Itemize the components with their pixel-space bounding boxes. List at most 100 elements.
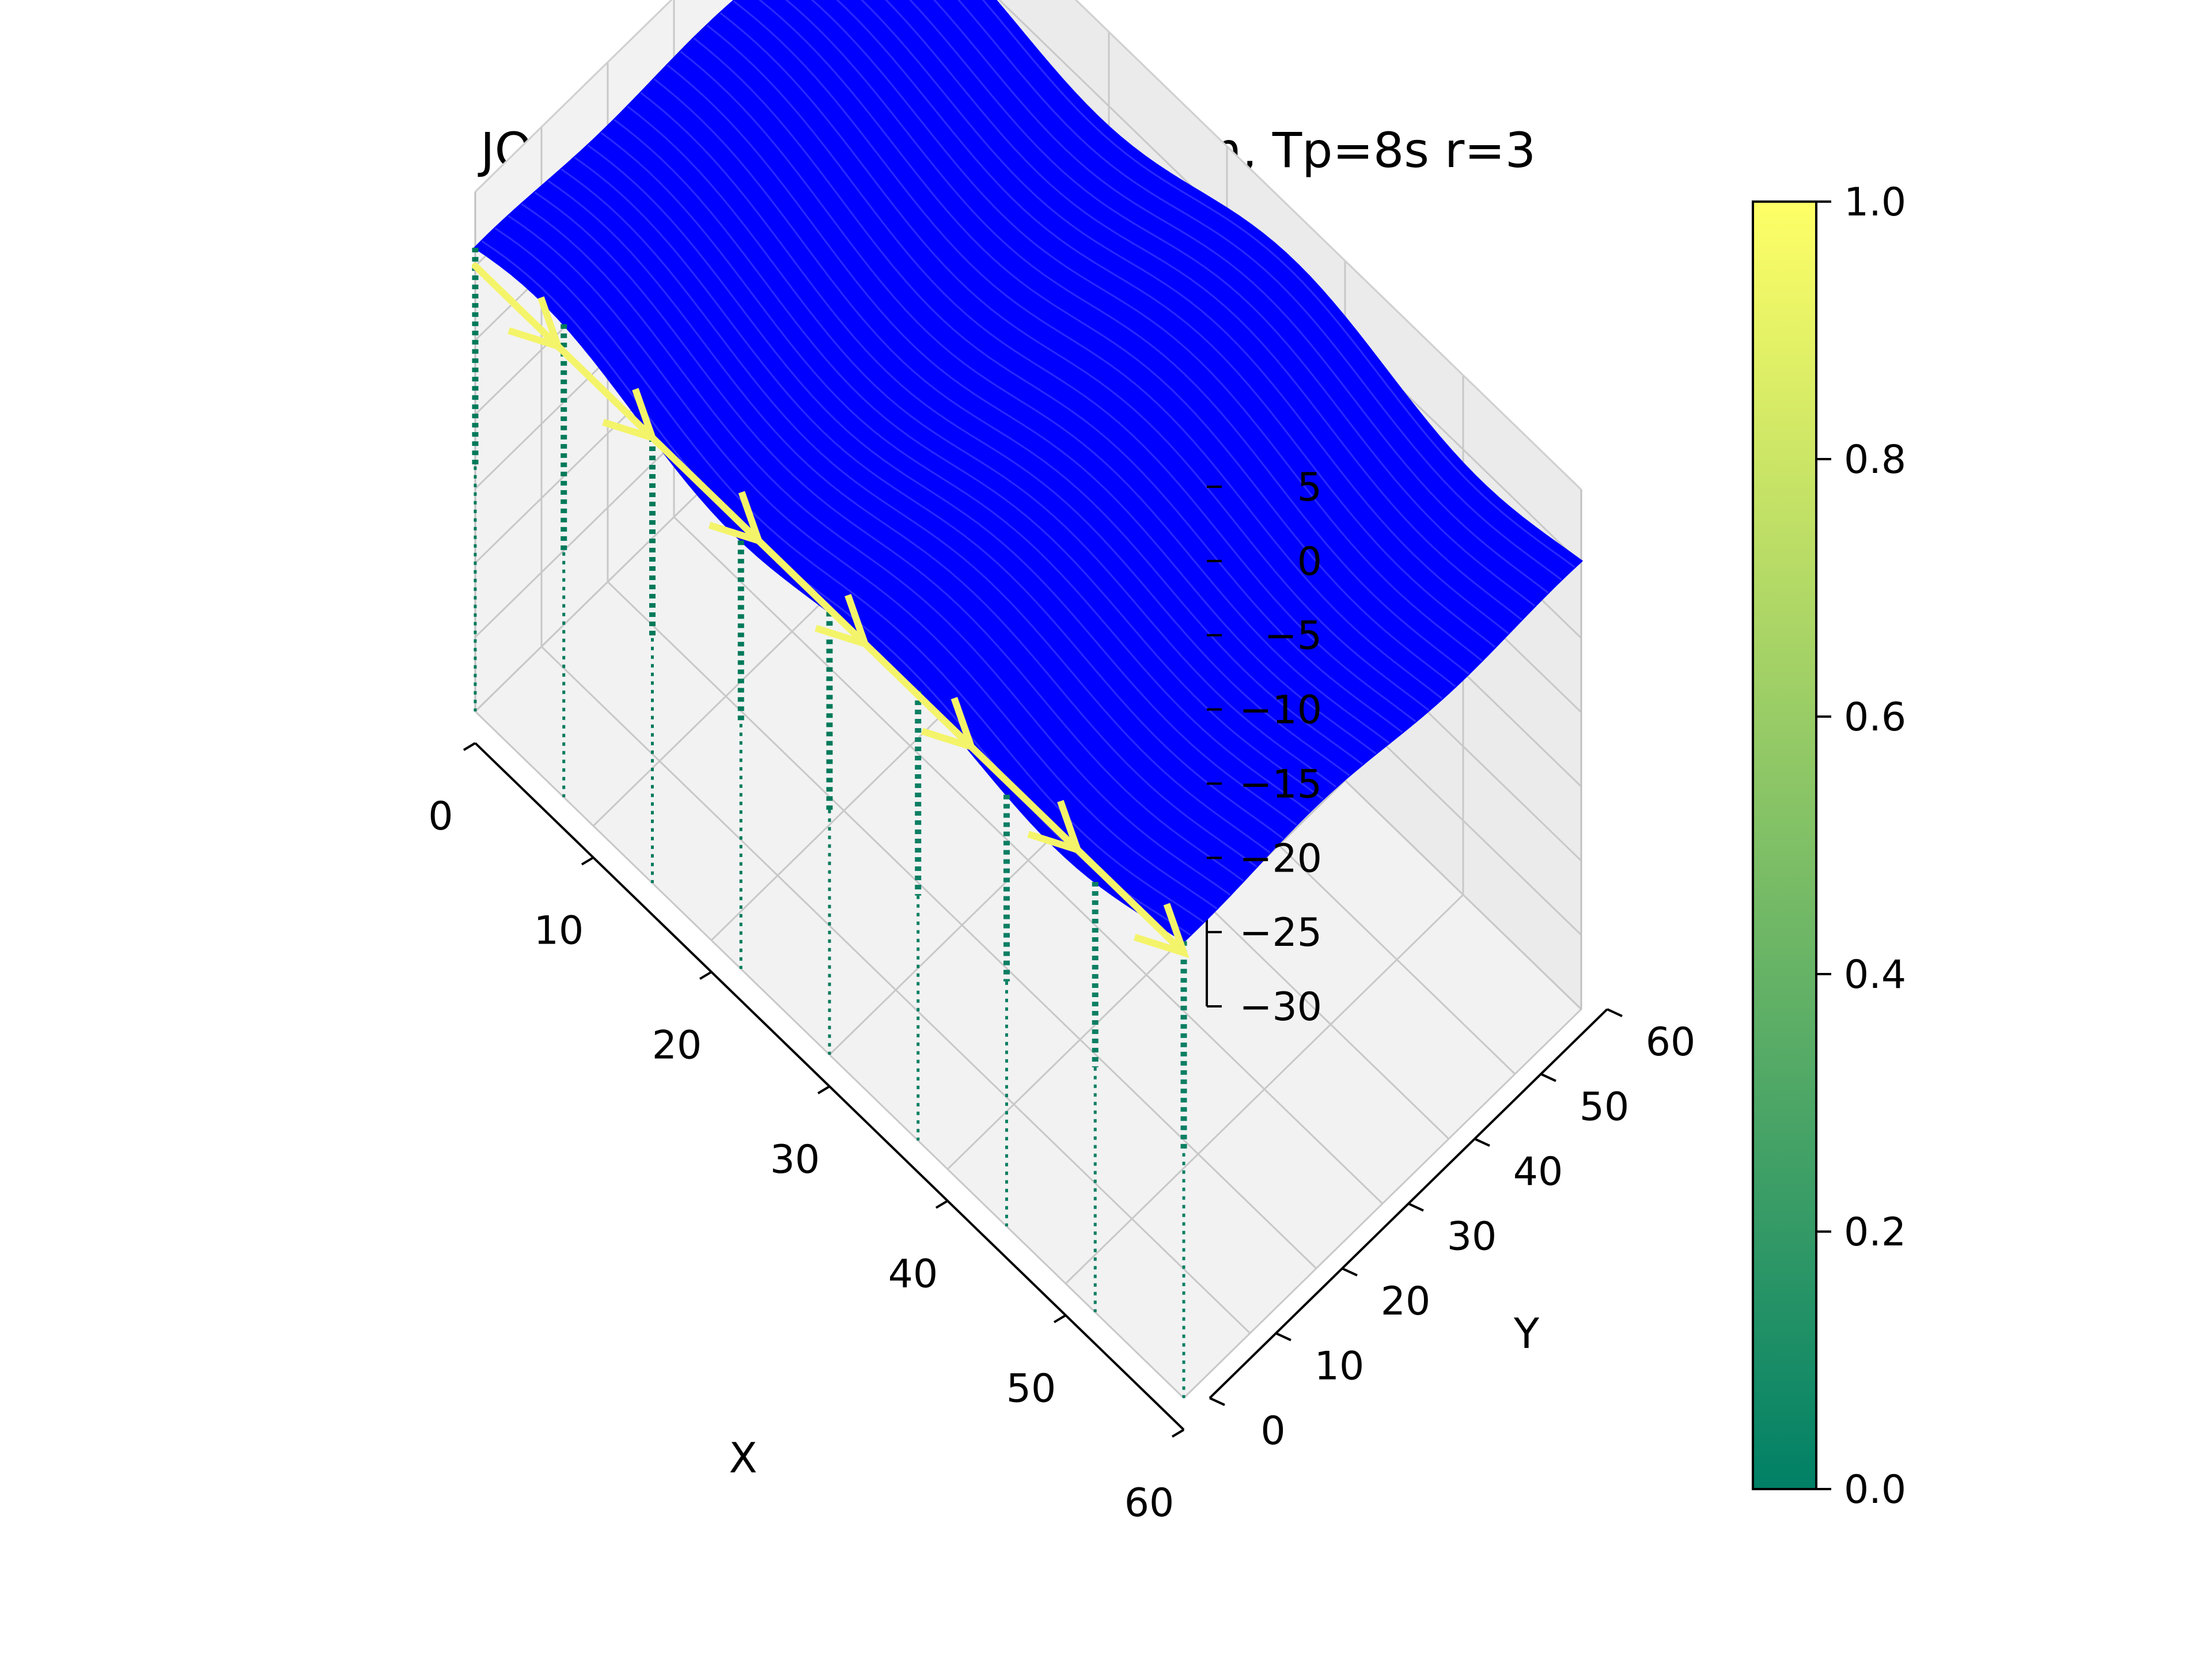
arrow-head [708,491,764,547]
x-tick-label: 0 [428,794,453,839]
surface-row [744,0,1449,694]
surface-row [534,191,1244,882]
surface-row [687,44,1396,738]
y-tick [1275,1332,1291,1342]
surface-row [541,185,1251,875]
pane-top-edge [474,0,1582,491]
vertical-dotted-lines [472,248,1187,1398]
surface-row [726,6,1436,706]
surface-row [660,71,1370,760]
colorbar-tick-label: 0.8 [1844,437,1906,483]
surface-row [885,0,1522,620]
surface-row [758,0,1456,687]
surface-row [994,0,1582,562]
arrow-head [1027,800,1084,855]
surface-row [823,0,1489,655]
x-tick-label: 30 [770,1137,820,1183]
surface-row [554,174,1264,861]
y-tick-label: 50 [1580,1085,1630,1130]
surface-row [873,0,1516,627]
x-tick-label: 40 [888,1252,938,1297]
x-tick [817,1085,831,1094]
z-tick-label: 0 [1297,539,1322,585]
surface-row [634,99,1343,782]
y-tick-label: 30 [1447,1214,1497,1260]
surface-row [861,0,1509,634]
arrow-head [921,696,977,752]
x-tick [1053,1314,1067,1324]
surface-row [897,0,1529,614]
x-tick-label: 50 [1006,1366,1056,1411]
colorbar-tick-label: 0.2 [1844,1210,1906,1255]
surface-row [733,0,1443,699]
surface-row [666,64,1377,755]
y-tick-label: 60 [1646,1020,1696,1065]
x-tick [581,856,594,866]
surface-row [567,162,1277,847]
surface-row [719,12,1430,711]
y-tick-label: 40 [1513,1149,1563,1195]
x-tick-label: 10 [534,908,584,954]
z-tick-label: −15 [1239,762,1322,807]
surface-row [501,221,1211,916]
surface-row [713,18,1423,717]
surface-row [600,132,1310,813]
surface-row [836,0,1496,648]
surface-row [693,37,1403,733]
surface-row [560,168,1271,854]
surface-row [620,112,1330,794]
surface-row [528,197,1237,889]
z-tick-label: −5 [1264,613,1322,659]
surface-row [521,203,1231,896]
axis-ticks: 0102030405060010203040506050−5−10−15−20−… [428,465,1695,1526]
surface-row [982,0,1575,568]
y-tick-label: 20 [1381,1279,1431,1324]
colorbar: 0.0 0.2 0.4 0.6 0.8 1.0 [1752,180,1906,1513]
arrow-line-stroke [472,262,1187,956]
surface-row [488,233,1198,930]
surface-row [945,0,1555,587]
x-tick [1171,1429,1185,1438]
arrow-line [472,262,1190,959]
x-tick [463,742,476,751]
y-axis-label: Y [1513,1309,1540,1358]
colorbar-tick-label: 0.4 [1844,952,1906,998]
y-tick [1209,1397,1225,1406]
surface-row [785,0,1469,675]
arrow-head [602,388,658,444]
surface-row [574,157,1284,839]
colorbar-tick-label: 0.6 [1844,695,1906,740]
surface-row [772,0,1463,681]
surface-row [933,0,1549,594]
surface-row [848,0,1502,641]
x-tick-label: 60 [1124,1480,1175,1526]
surface-row [494,227,1205,923]
x-tick-label: 20 [652,1022,702,1068]
wave-surface [473,0,1584,943]
surface-row [640,92,1350,777]
surface-row [798,0,1476,668]
surface-row [587,144,1297,826]
y-tick [1540,1073,1556,1082]
surface-row [680,51,1390,744]
z-tick-label: −20 [1239,836,1322,881]
surface-row [647,85,1357,771]
surface-row [594,138,1304,819]
colorbar-tick-label: 0.0 [1844,1467,1906,1513]
y-tick-label: 10 [1315,1344,1365,1389]
surface-row [547,180,1257,868]
surface-row [957,0,1562,581]
arrow-head [507,296,564,352]
surface-row [969,0,1569,574]
surface-row [909,0,1536,607]
y-tick [1408,1202,1424,1212]
surface-row [921,0,1542,600]
surface-row [810,0,1483,661]
z-tick-label: −10 [1239,688,1322,733]
surface-row [627,105,1337,788]
colorbar-gradient [1752,200,1817,1490]
surface-row [653,78,1363,766]
y-tick [1342,1267,1358,1277]
colorbar-tick-label: 1.0 [1844,180,1906,225]
